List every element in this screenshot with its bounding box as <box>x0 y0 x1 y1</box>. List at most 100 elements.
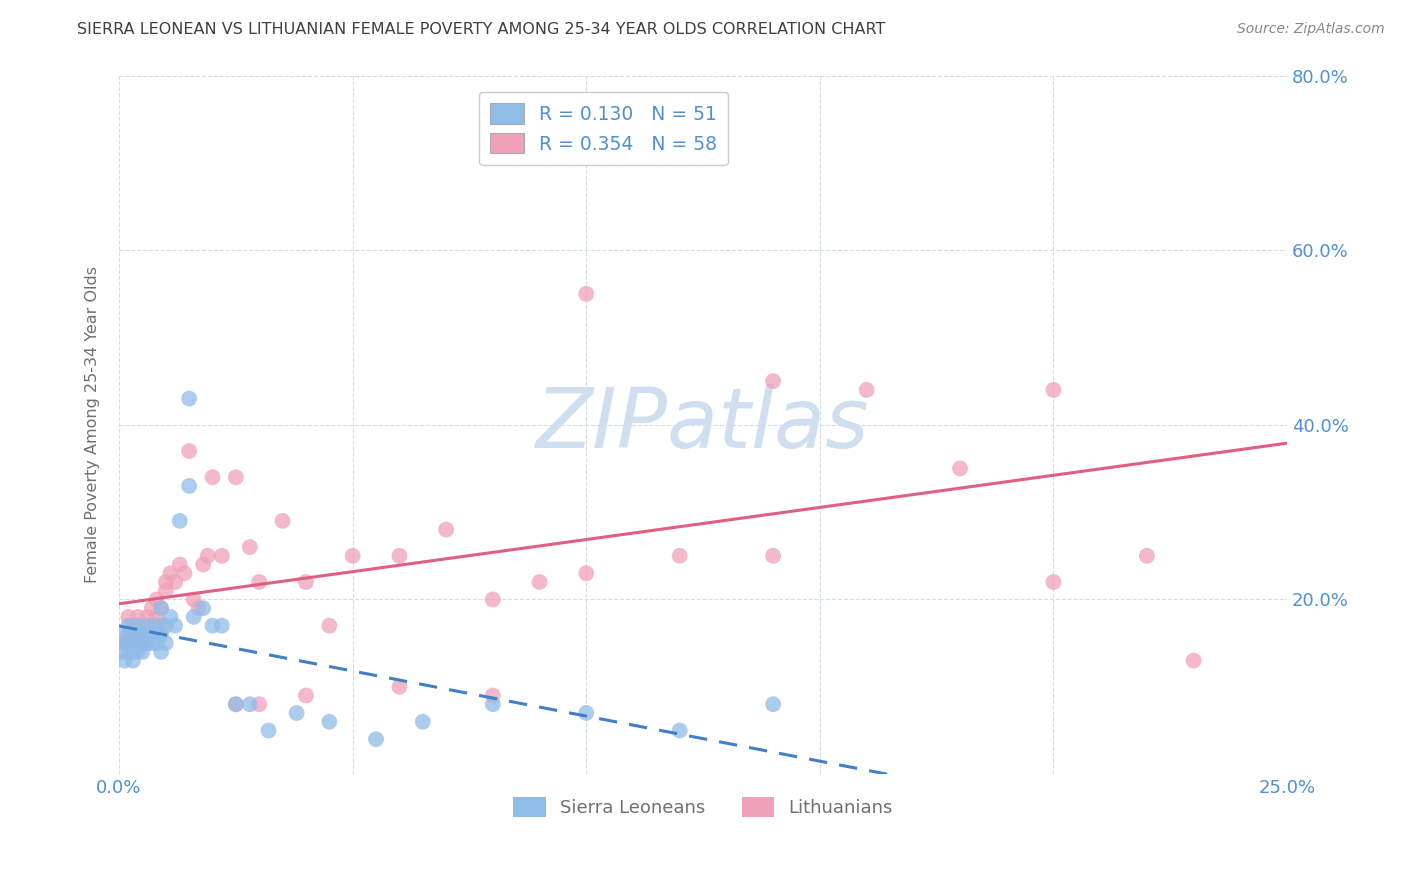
Point <box>155 574 177 589</box>
Point <box>117 636 139 650</box>
Point <box>191 601 214 615</box>
Point <box>131 636 153 650</box>
Point <box>855 383 877 397</box>
Point <box>949 461 972 475</box>
Point <box>136 610 159 624</box>
Point <box>141 636 163 650</box>
Point <box>117 645 139 659</box>
Point <box>183 610 205 624</box>
Point <box>145 636 167 650</box>
Y-axis label: Female Poverty Among 25-34 Year Olds: Female Poverty Among 25-34 Year Olds <box>86 267 100 583</box>
Point <box>141 627 163 641</box>
Point <box>114 654 136 668</box>
Point <box>211 618 233 632</box>
Point <box>136 627 159 641</box>
Point <box>762 698 785 712</box>
Point <box>131 636 153 650</box>
Point <box>127 618 149 632</box>
Point <box>285 706 308 720</box>
Legend: Sierra Leoneans, Lithuanians: Sierra Leoneans, Lithuanians <box>506 790 900 824</box>
Point <box>110 645 132 659</box>
Point <box>482 592 505 607</box>
Point <box>120 627 142 641</box>
Point <box>201 618 224 632</box>
Point <box>131 627 153 641</box>
Point <box>112 627 135 641</box>
Point <box>225 698 247 712</box>
Point <box>150 601 173 615</box>
Point <box>165 618 187 632</box>
Point <box>668 147 690 161</box>
Point <box>122 645 145 659</box>
Point <box>112 636 135 650</box>
Point <box>117 610 139 624</box>
Point <box>1136 549 1159 563</box>
Point <box>482 689 505 703</box>
Point <box>482 698 505 712</box>
Point <box>388 549 411 563</box>
Point <box>122 636 145 650</box>
Point <box>201 470 224 484</box>
Point <box>127 636 149 650</box>
Point <box>155 583 177 598</box>
Point <box>412 714 434 729</box>
Point <box>239 698 262 712</box>
Point <box>136 627 159 641</box>
Point <box>225 470 247 484</box>
Point <box>247 574 270 589</box>
Point <box>122 654 145 668</box>
Point <box>159 566 181 581</box>
Point <box>225 698 247 712</box>
Point <box>173 566 195 581</box>
Point <box>183 592 205 607</box>
Point <box>575 706 598 720</box>
Point <box>165 574 187 589</box>
Point <box>179 392 201 406</box>
Point <box>131 645 153 659</box>
Point <box>575 566 598 581</box>
Point <box>1182 654 1205 668</box>
Point <box>169 558 191 572</box>
Point <box>122 618 145 632</box>
Point <box>197 549 219 563</box>
Point <box>575 286 598 301</box>
Point <box>131 618 153 632</box>
Point <box>136 618 159 632</box>
Point <box>145 618 167 632</box>
Point <box>271 514 294 528</box>
Point <box>159 610 181 624</box>
Point <box>762 549 785 563</box>
Point <box>1042 574 1064 589</box>
Point <box>150 618 173 632</box>
Point <box>318 714 340 729</box>
Point <box>145 610 167 624</box>
Point <box>127 645 149 659</box>
Point <box>1042 383 1064 397</box>
Point <box>388 680 411 694</box>
Point <box>127 627 149 641</box>
Point <box>150 645 173 659</box>
Text: SIERRA LEONEAN VS LITHUANIAN FEMALE POVERTY AMONG 25-34 YEAR OLDS CORRELATION CH: SIERRA LEONEAN VS LITHUANIAN FEMALE POVE… <box>77 22 886 37</box>
Text: ZIPatlas: ZIPatlas <box>536 384 870 466</box>
Point <box>122 636 145 650</box>
Point <box>155 636 177 650</box>
Point <box>117 627 139 641</box>
Point <box>127 627 149 641</box>
Point <box>191 558 214 572</box>
Point <box>150 627 173 641</box>
Point <box>762 374 785 388</box>
Point <box>155 618 177 632</box>
Point <box>141 601 163 615</box>
Point <box>257 723 280 738</box>
Point <box>179 444 201 458</box>
Point <box>364 732 387 747</box>
Point <box>434 523 457 537</box>
Point <box>169 514 191 528</box>
Point <box>247 698 270 712</box>
Point <box>342 549 364 563</box>
Point <box>115 636 138 650</box>
Point <box>529 574 551 589</box>
Point <box>136 636 159 650</box>
Point <box>187 601 209 615</box>
Point <box>179 479 201 493</box>
